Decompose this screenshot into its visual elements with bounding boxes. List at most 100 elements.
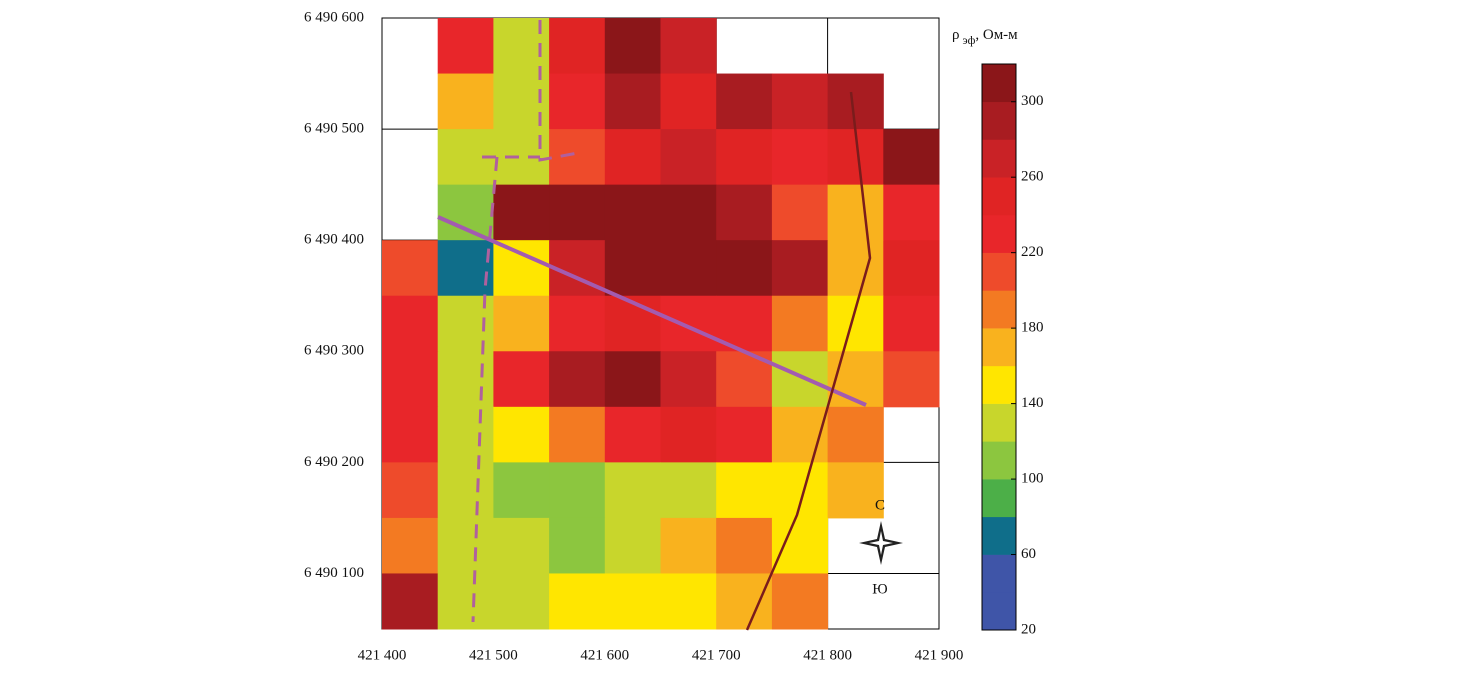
field-cell [382, 573, 439, 630]
field-cell [493, 295, 550, 352]
field-cell [771, 129, 829, 186]
field-cell [493, 240, 550, 297]
field-cell [604, 573, 661, 630]
colorbar-band [982, 214, 1016, 253]
field-cell [437, 240, 494, 297]
colorbar-band [982, 516, 1016, 555]
field-cell [660, 129, 717, 186]
y-tick-label: 6 490 200 [304, 454, 364, 470]
field-cell [549, 462, 606, 519]
field-cell [549, 129, 606, 186]
x-tick-label: 421 900 [915, 647, 964, 663]
south-label: Ю [872, 581, 887, 597]
field-cell [437, 573, 494, 630]
colorbar-tick-label: 260 [1021, 169, 1044, 185]
x-tick-label: 421 800 [803, 647, 852, 663]
field-cell [771, 573, 829, 630]
field-cell [660, 240, 717, 297]
field-cell [549, 351, 606, 408]
colorbar-band [982, 554, 1016, 593]
field-cell [549, 517, 606, 574]
field-cell [771, 240, 829, 297]
field-cell [827, 240, 884, 297]
field-cell [549, 73, 606, 130]
colorbar-band [982, 139, 1016, 178]
colorbar-tick-label: 180 [1021, 320, 1044, 336]
field-cell [437, 184, 494, 241]
field-cell [716, 240, 773, 297]
field-cell [493, 184, 550, 241]
compass [859, 521, 903, 565]
field-cell [716, 73, 773, 130]
dashed-profile [538, 20, 579, 162]
y-tick-label: 6 490 600 [304, 9, 364, 25]
colorbar-band [982, 441, 1016, 480]
field-cell [549, 295, 606, 352]
map-field [381, 17, 940, 630]
field-cell [493, 462, 550, 519]
field-cell [437, 406, 494, 463]
colorbar-tick-label: 60 [1021, 546, 1036, 562]
field-cell [437, 462, 494, 519]
field-cell [771, 462, 829, 519]
symbol: ρ [952, 27, 960, 43]
field-cell [604, 73, 661, 130]
field-cell [549, 406, 606, 463]
field-cell [660, 184, 717, 241]
field-cell [437, 517, 494, 574]
field-cell [437, 73, 494, 130]
subscript: эф [963, 33, 976, 47]
colorbar-band [982, 328, 1016, 367]
north-label: С [875, 497, 885, 513]
y-tick-label: 6 490 400 [304, 232, 364, 248]
field-cell [716, 129, 773, 186]
field-cell [716, 573, 773, 630]
field-cell [382, 517, 439, 574]
colorbar-band [982, 365, 1016, 404]
field-cell [604, 406, 661, 463]
colorbar-band [982, 479, 1016, 518]
field-cell [382, 351, 439, 408]
field-cell [771, 184, 829, 241]
field-cell [493, 573, 550, 630]
field-cell [660, 18, 717, 75]
colorbar-frame [981, 63, 1017, 631]
fault-line [745, 91, 872, 631]
colorbar-tick-label: 300 [1021, 93, 1044, 109]
field-cell [771, 351, 829, 408]
field-cell [883, 240, 940, 297]
x-tick-label: 421 600 [580, 647, 629, 663]
field-cell [604, 129, 661, 186]
colorbar-tick-label: 220 [1021, 244, 1044, 260]
field-cell [493, 351, 550, 408]
profile-line [437, 215, 867, 407]
field-cell [604, 184, 661, 241]
field-cell [382, 406, 439, 463]
y-tick-label: 6 490 300 [304, 343, 364, 359]
field-cell [604, 351, 661, 408]
field-cell [660, 73, 717, 130]
x-tick-label: 421 700 [692, 647, 741, 663]
y-tick-label: 6 490 100 [304, 565, 364, 581]
field-cell [549, 573, 606, 630]
x-tick-label: 421 400 [358, 647, 407, 663]
colorbar-band [982, 592, 1016, 631]
colorbar-band [982, 252, 1016, 291]
unit: , Ом-м [975, 27, 1018, 43]
field-cell [604, 517, 661, 574]
field-cell [660, 295, 717, 352]
field-cell [660, 351, 717, 408]
field-cell [883, 184, 940, 241]
field-cell [382, 295, 439, 352]
field-cell [883, 129, 940, 186]
field-cell [660, 406, 717, 463]
field-cell [604, 462, 661, 519]
field-cell [827, 462, 884, 519]
field-cell [771, 295, 829, 352]
field-cell [883, 295, 940, 352]
field-cell [771, 73, 829, 130]
field-cell [493, 406, 550, 463]
field-cell [604, 18, 661, 75]
field-cell [883, 351, 940, 408]
